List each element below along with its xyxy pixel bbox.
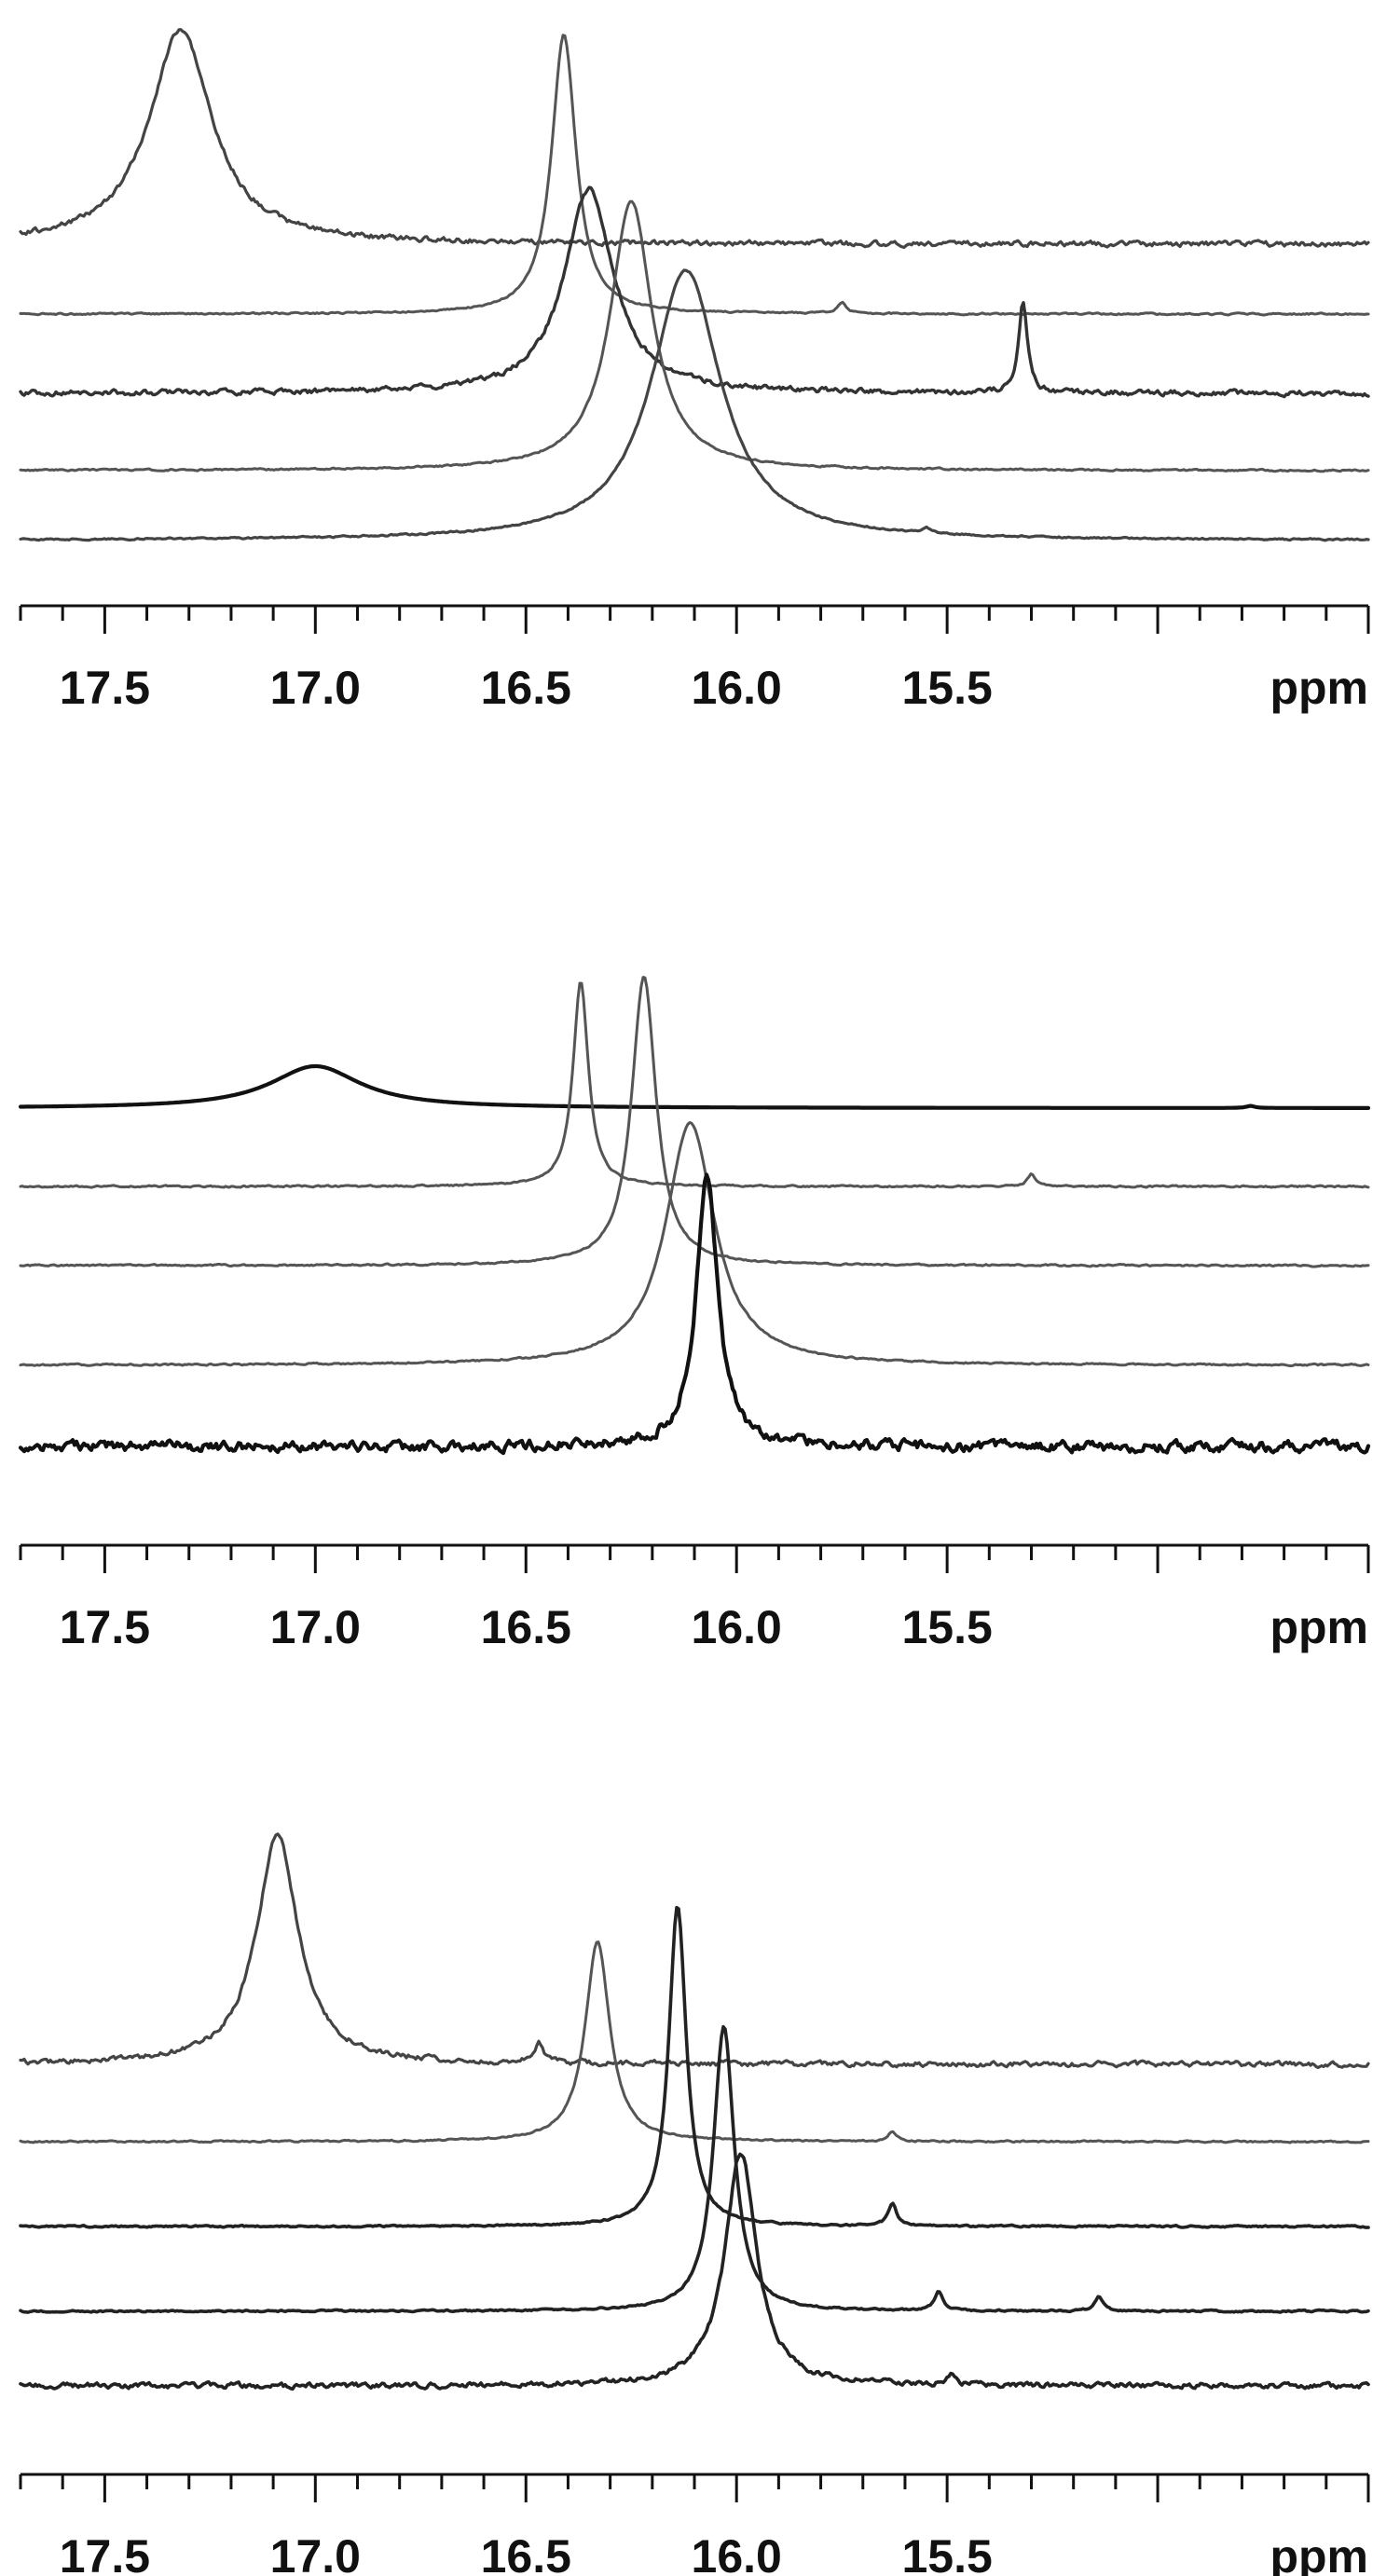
x-tick-label: 16.0 [692, 1601, 782, 1653]
x-tick-label: 16.5 [481, 662, 571, 714]
spectrum-trace-3-2 [19, 1940, 1370, 2144]
spectrum-trace-1-1 [19, 28, 1370, 249]
spectrum-trace-2-1 [18, 1063, 1371, 1110]
x-axis-unit-label: ppm [1270, 2530, 1368, 2576]
x-tick-label: 16.0 [692, 2530, 782, 2576]
spectrum-trace-3-4 [19, 2024, 1370, 2314]
spectrum-trace-2-3 [19, 976, 1370, 1268]
spectrum-trace-1-3 [19, 185, 1370, 399]
x-tick-label: 17.5 [60, 662, 150, 714]
x-tick-label: 17.5 [60, 2530, 150, 2576]
x-axis-unit-label: ppm [1270, 1601, 1368, 1653]
spectra-panel-1: 17.5 17.0 16.5 16.0 15.5 ppm [19, 28, 1370, 714]
x-tick-label: 15.5 [901, 662, 992, 714]
x-tick-label: 16.5 [481, 2530, 571, 2576]
x-tick-label: 15.5 [901, 1601, 992, 1653]
spectrum-trace-3-1 [19, 1832, 1370, 2069]
x-tick-label: 17.0 [270, 1601, 361, 1653]
spectrum-trace-3-3 [19, 1906, 1370, 2229]
spectrum-trace-2-4 [19, 1121, 1370, 1367]
spectrum-trace-3-5 [19, 2152, 1370, 2391]
spectrum-trace-1-4 [19, 199, 1370, 473]
x-tick-label: 17.0 [270, 662, 361, 714]
x-tick-label: 16.0 [692, 662, 782, 714]
spectrum-trace-1-5 [19, 268, 1370, 542]
x-tick-label: 17.5 [60, 1601, 150, 1653]
spectrum-trace-1-2 [19, 34, 1370, 317]
spectra-panel-2: 17.5 17.0 16.5 16.0 15.5 ppm [18, 976, 1371, 1653]
x-axis-unit-label: ppm [1270, 662, 1368, 714]
spectrum-trace-2-5 [18, 1172, 1371, 1456]
x-tick-label: 16.5 [481, 1601, 571, 1653]
spectra-panel-3: 17.5 17.0 16.5 16.0 15.5 ppm [19, 1832, 1370, 2576]
x-tick-label: 15.5 [901, 2530, 992, 2576]
x-tick-label: 17.0 [270, 2530, 361, 2576]
spectrum-trace-2-2 [19, 981, 1370, 1189]
